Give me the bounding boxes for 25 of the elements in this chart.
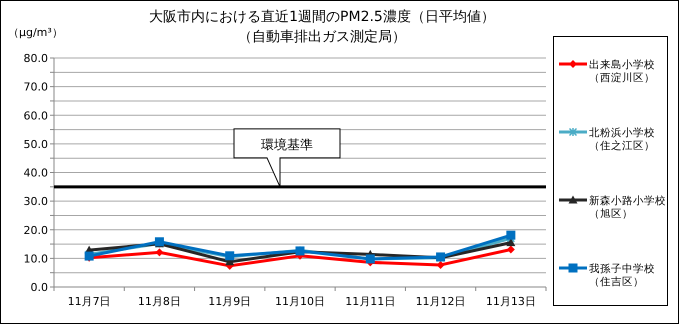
y-tick-label: 0.0 [30, 281, 48, 294]
x-tick-label: 11月9日 [208, 295, 252, 308]
x-tick-label: 11月7日 [68, 295, 111, 308]
callout: 環境基準 [234, 128, 340, 188]
y-tick-label: 70.0 [24, 80, 48, 94]
legend-label: 出来島小学校（西淀川区） [589, 58, 655, 84]
chart-subtitle: （自動車排出ガス測定局） [238, 29, 406, 45]
y-tick-label: 40.0 [24, 166, 48, 180]
y-tick-label: 50.0 [24, 138, 48, 151]
y-tick-label: 60.0 [24, 109, 48, 122]
legend-label: 我孫子中学校（住吉区） [589, 262, 655, 288]
y-tick-label: 80.0 [24, 52, 48, 65]
legend-label: 北粉浜小学校（住之江区） [589, 126, 655, 152]
y-tick-label: 20.0 [24, 224, 48, 237]
y-tick-label: 30.0 [24, 195, 48, 208]
x-tick-label: 11月12日 [416, 295, 466, 308]
x-tick-label: 11月8日 [138, 295, 181, 308]
x-tick-label: 11月13日 [486, 295, 536, 308]
x-tick-label: 11月11日 [345, 295, 396, 308]
y-axis-title: （μg/m³） [8, 26, 63, 39]
legend-label: 新森小路小学校（旭区） [589, 194, 666, 220]
ref-line-label: 環境基準 [261, 136, 313, 153]
chart-title: 大阪市内における直近1週間のPM2.5濃度（日平均値） [149, 9, 495, 25]
x-tick-label: 11月10日 [275, 295, 325, 308]
y-tick-label: 10.0 [24, 252, 48, 266]
